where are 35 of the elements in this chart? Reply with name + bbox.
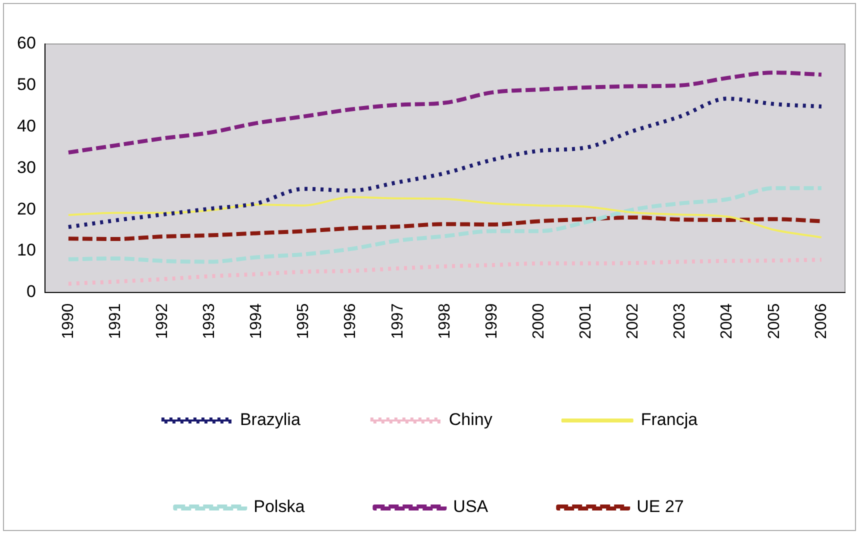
x-tick-label: 1996 bbox=[342, 303, 360, 339]
legend-label: Francja bbox=[640, 410, 698, 430]
y-tick-label: 30 bbox=[16, 158, 36, 177]
x-tick-label: 2003 bbox=[672, 303, 689, 339]
legend-label: UE 27 bbox=[636, 497, 684, 516]
x-tick-label: 2005 bbox=[766, 303, 783, 339]
line-series bbox=[66, 258, 824, 286]
x-tick-label: 1991 bbox=[106, 303, 124, 339]
legend-label: USA bbox=[453, 497, 489, 516]
x-tick-label: 2004 bbox=[718, 303, 736, 339]
y-tick-label: 40 bbox=[16, 116, 36, 136]
x-tick-label: 2006 bbox=[812, 303, 830, 339]
y-tick-label: 60 bbox=[16, 34, 36, 53]
y-tick-label: 0 bbox=[26, 282, 36, 302]
legend-label: Brazylia bbox=[240, 410, 301, 430]
y-tick-label: 20 bbox=[16, 199, 36, 218]
x-tick-label: 1992 bbox=[154, 303, 171, 339]
x-tick-label: 2001 bbox=[578, 303, 595, 339]
x-tick-label: 1993 bbox=[201, 303, 218, 339]
legend-label: Polska bbox=[254, 497, 306, 516]
x-tick-label: 1999 bbox=[483, 303, 500, 339]
line-series bbox=[67, 196, 822, 238]
line-series bbox=[66, 70, 824, 154]
line-series bbox=[66, 186, 824, 264]
legend-label: Chiny bbox=[448, 410, 493, 430]
x-tick-label: 1990 bbox=[60, 303, 77, 339]
x-tick-label: 1997 bbox=[389, 303, 406, 339]
y-tick-label: 50 bbox=[16, 75, 36, 94]
x-tick-label: 1998 bbox=[436, 303, 454, 339]
x-tick-label: 2000 bbox=[530, 303, 548, 339]
y-tick-label: 10 bbox=[16, 240, 36, 260]
x-tick-label: 1994 bbox=[248, 303, 266, 339]
x-tick-label: 2002 bbox=[624, 303, 642, 339]
line-series bbox=[66, 96, 824, 229]
x-tick-label: 1995 bbox=[295, 303, 312, 339]
